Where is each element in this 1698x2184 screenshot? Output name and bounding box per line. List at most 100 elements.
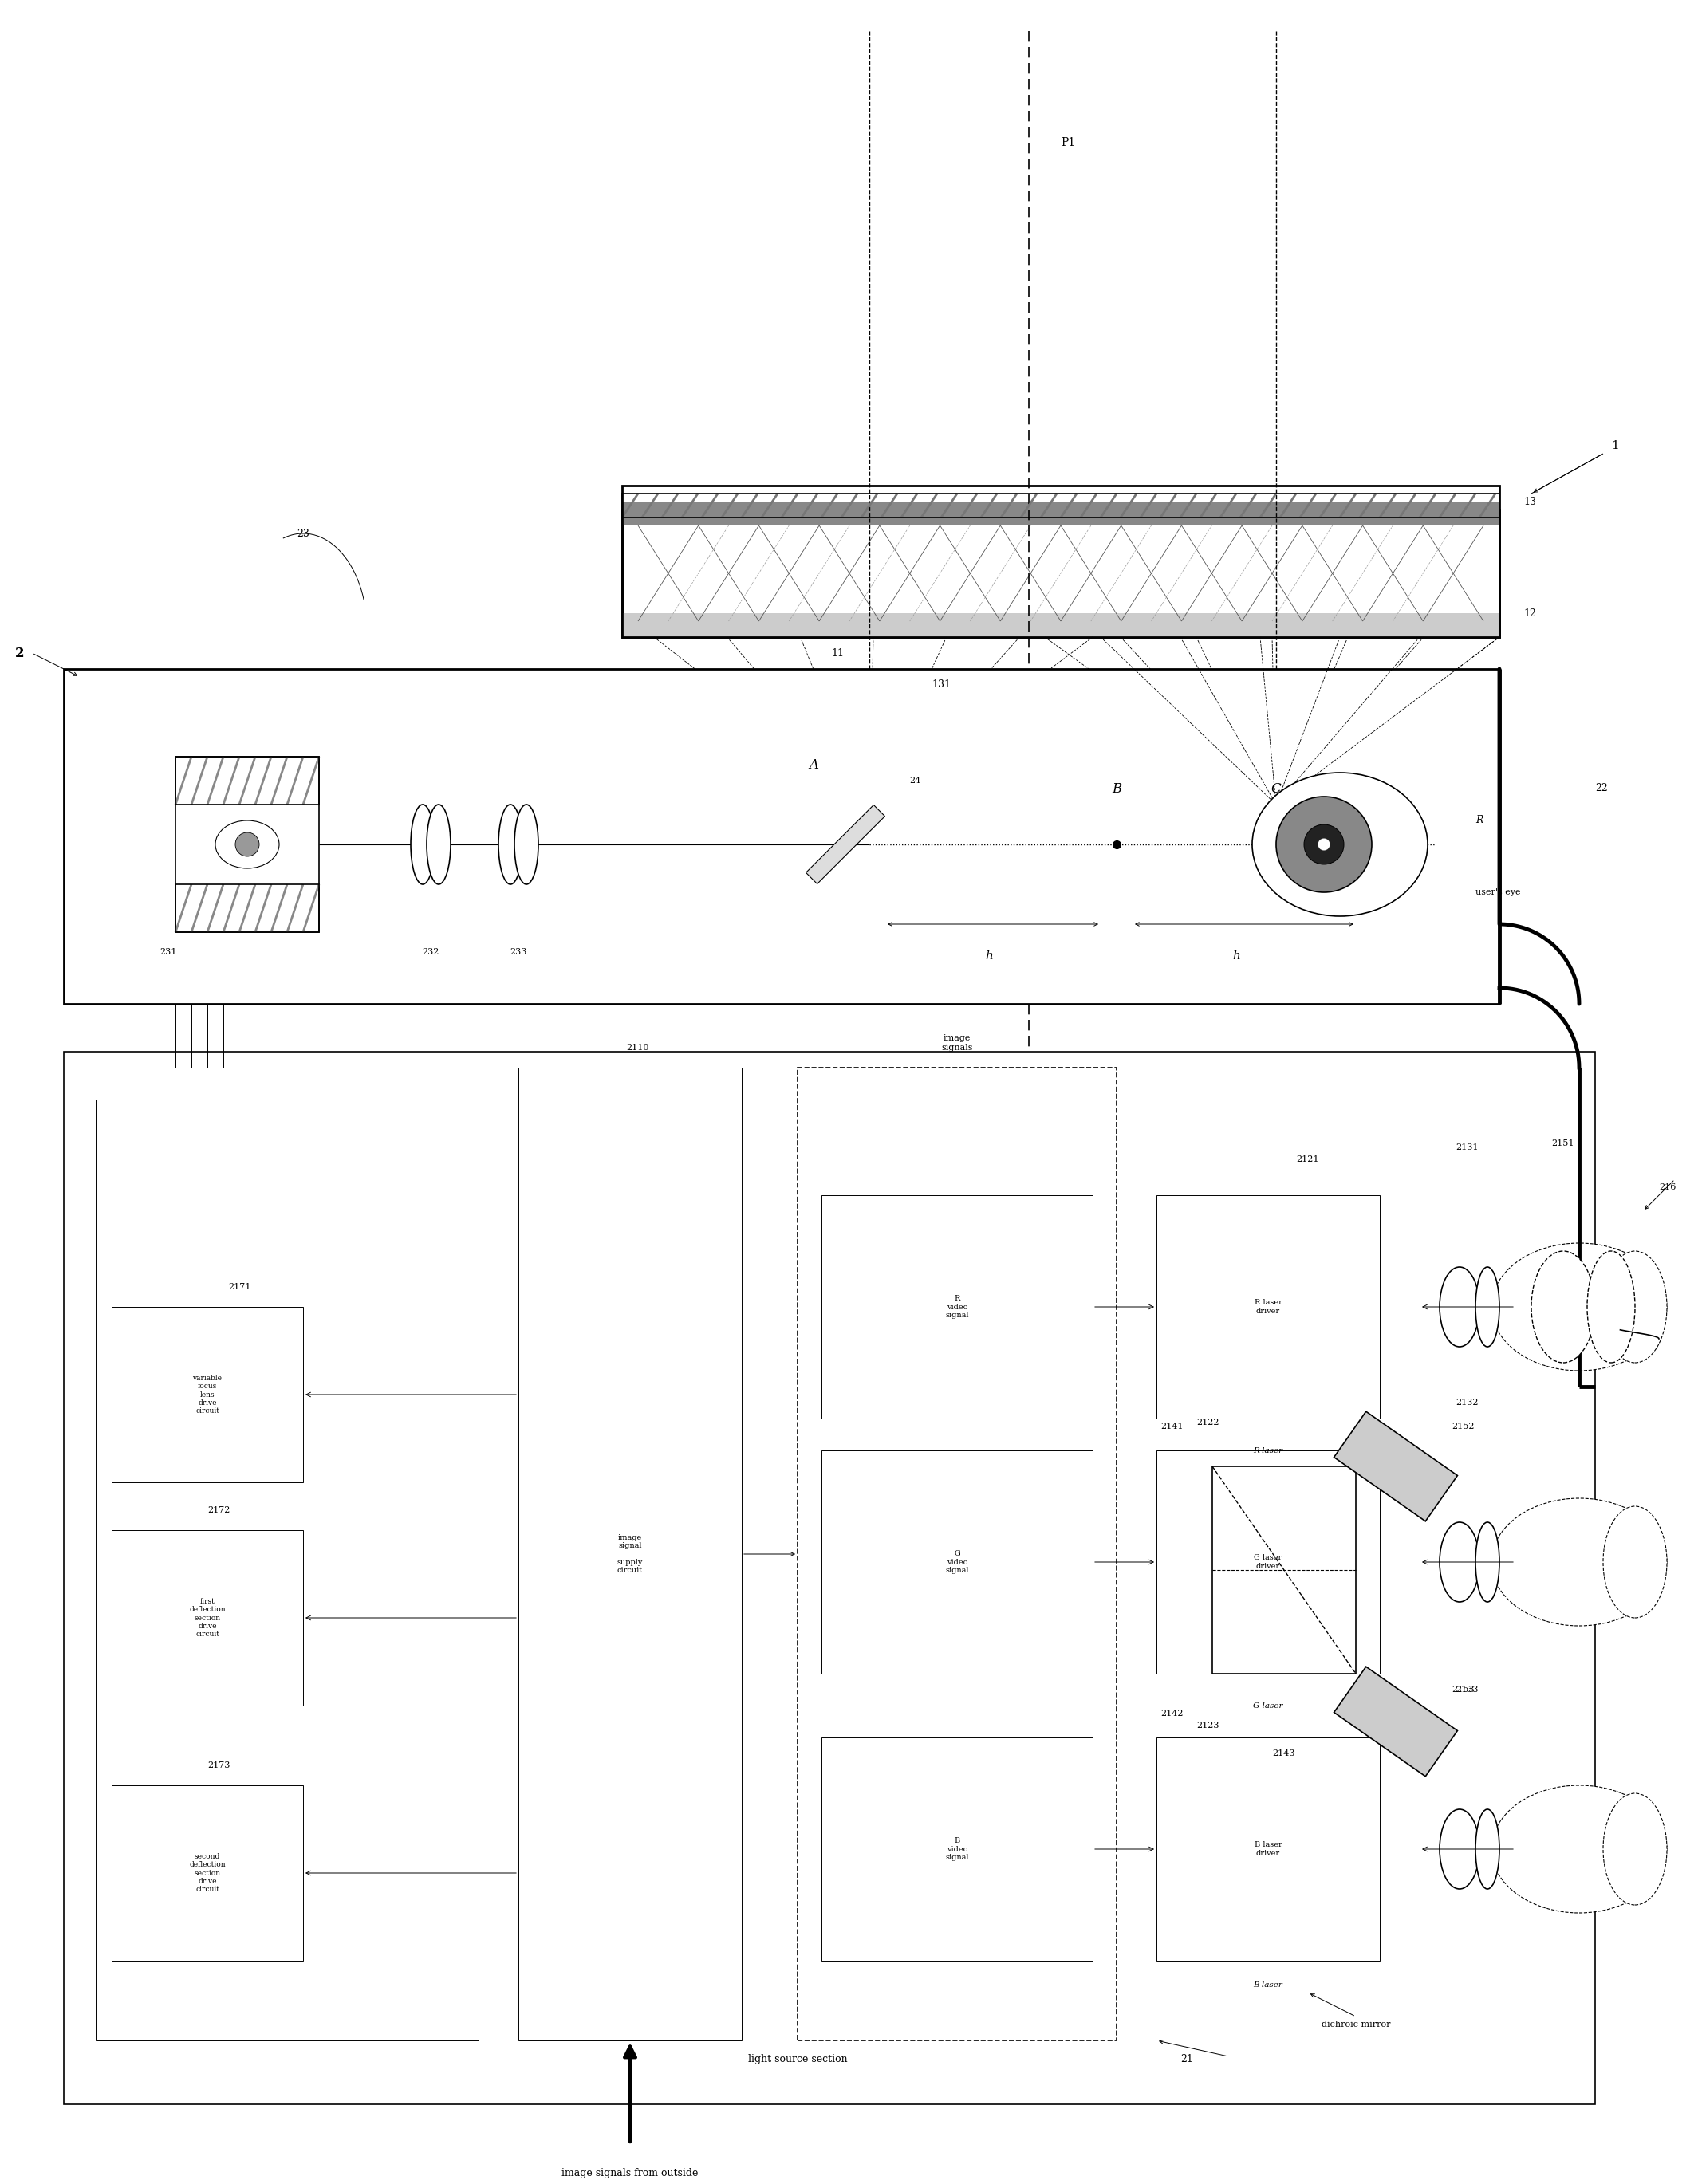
Text: image signals from outside: image signals from outside — [562, 2169, 698, 2177]
Text: 2152: 2152 — [1452, 1422, 1474, 1431]
Text: 13: 13 — [1523, 496, 1537, 507]
Ellipse shape — [1588, 1251, 1635, 1363]
Ellipse shape — [1476, 1808, 1499, 1889]
Text: 2131: 2131 — [1457, 1144, 1479, 1151]
Text: C: C — [1272, 782, 1282, 795]
Bar — [112, 1531, 302, 1706]
Text: 233: 233 — [509, 948, 526, 957]
Ellipse shape — [1603, 1507, 1667, 1618]
Bar — [518, 1068, 742, 2040]
Bar — [65, 1053, 1594, 2103]
Bar — [822, 1195, 1092, 1420]
Text: G laser: G laser — [1253, 1701, 1284, 1710]
Ellipse shape — [1251, 773, 1428, 915]
Ellipse shape — [514, 804, 538, 885]
Bar — [621, 509, 1499, 638]
Text: A: A — [808, 758, 818, 771]
Ellipse shape — [1318, 839, 1330, 850]
Ellipse shape — [1491, 1243, 1667, 1372]
Polygon shape — [807, 806, 885, 885]
Text: 23: 23 — [297, 529, 309, 539]
Text: variable
focus
lens
drive
circuit: variable focus lens drive circuit — [192, 1374, 222, 1415]
Ellipse shape — [1476, 1267, 1499, 1348]
Text: image
signals: image signals — [941, 1035, 973, 1053]
Text: 216: 216 — [1659, 1184, 1676, 1190]
Bar — [95, 1099, 479, 2040]
Bar — [175, 756, 319, 933]
Text: R laser
driver: R laser driver — [1255, 1299, 1282, 1315]
Text: G
video
signal: G video signal — [946, 1551, 970, 1575]
Text: 2133: 2133 — [1457, 1686, 1479, 1693]
Text: 2171: 2171 — [228, 1282, 251, 1291]
Text: 11: 11 — [830, 649, 844, 657]
Ellipse shape — [1603, 1251, 1667, 1363]
Polygon shape — [1335, 1411, 1457, 1522]
Ellipse shape — [1603, 1793, 1667, 1904]
Text: 2173: 2173 — [207, 1760, 229, 1769]
Ellipse shape — [1304, 826, 1343, 865]
Text: B laser
driver: B laser driver — [1255, 1841, 1282, 1856]
Text: G laser
driver: G laser driver — [1255, 1555, 1282, 1570]
Bar — [1156, 1195, 1380, 1420]
Text: R: R — [1476, 815, 1482, 826]
Text: first
deflection
section
drive
circuit: first deflection section drive circuit — [188, 1599, 226, 1638]
Ellipse shape — [1440, 1522, 1479, 1601]
Text: 2132: 2132 — [1457, 1398, 1479, 1406]
Bar — [65, 668, 1499, 1005]
Bar — [822, 1738, 1092, 1961]
Bar — [175, 885, 319, 933]
Ellipse shape — [1440, 1808, 1479, 1889]
Text: light source section: light source section — [747, 2053, 847, 2064]
Bar — [1156, 1450, 1380, 1673]
Text: 2123: 2123 — [1197, 1721, 1219, 1730]
Text: B: B — [1112, 782, 1121, 795]
Text: 22: 22 — [1594, 784, 1608, 793]
Text: user's eye: user's eye — [1476, 889, 1520, 895]
Bar — [621, 614, 1499, 638]
Text: P1: P1 — [1061, 138, 1075, 149]
Bar — [621, 502, 1499, 526]
Text: 21: 21 — [1180, 2053, 1194, 2064]
Text: R laser: R laser — [1253, 1446, 1284, 1455]
Ellipse shape — [1476, 1522, 1499, 1601]
Bar — [798, 1068, 1117, 2040]
Text: 12: 12 — [1523, 607, 1537, 618]
Ellipse shape — [216, 821, 278, 869]
Bar — [1212, 1465, 1355, 1673]
Text: B laser: B laser — [1253, 1981, 1282, 1987]
Text: R
video
signal: R video signal — [946, 1295, 970, 1319]
Text: 2: 2 — [15, 646, 24, 660]
Bar — [1156, 1738, 1380, 1961]
Ellipse shape — [411, 804, 435, 885]
Ellipse shape — [1491, 1498, 1667, 1625]
Text: 2153: 2153 — [1452, 1686, 1474, 1693]
Ellipse shape — [1532, 1251, 1594, 1363]
Text: h: h — [985, 950, 993, 961]
Ellipse shape — [236, 832, 260, 856]
Text: 232: 232 — [423, 948, 440, 957]
Text: dichroic mirror: dichroic mirror — [1321, 2020, 1391, 2029]
Text: h: h — [1233, 950, 1240, 961]
Ellipse shape — [1491, 1784, 1667, 1913]
Text: 131: 131 — [932, 679, 951, 690]
Bar — [822, 1450, 1092, 1673]
Bar — [621, 494, 1499, 518]
Ellipse shape — [1277, 797, 1372, 893]
Bar — [621, 485, 1499, 638]
Text: image
signal

supply
circuit: image signal supply circuit — [616, 1533, 644, 1575]
Text: 2141: 2141 — [1161, 1422, 1184, 1431]
Text: 231: 231 — [160, 948, 177, 957]
Text: 2142: 2142 — [1161, 1710, 1184, 1717]
Ellipse shape — [499, 804, 523, 885]
Text: 2121: 2121 — [1297, 1155, 1319, 1164]
Bar — [112, 1784, 302, 1961]
Text: B
video
signal: B video signal — [946, 1837, 970, 1861]
Bar — [175, 756, 319, 804]
Text: 2110: 2110 — [627, 1044, 649, 1053]
Text: 24: 24 — [908, 778, 920, 784]
Ellipse shape — [426, 804, 450, 885]
Text: 1: 1 — [1611, 441, 1618, 452]
Text: 2143: 2143 — [1274, 1749, 1296, 1758]
Polygon shape — [1335, 1666, 1457, 1776]
Text: 2172: 2172 — [207, 1507, 229, 1514]
